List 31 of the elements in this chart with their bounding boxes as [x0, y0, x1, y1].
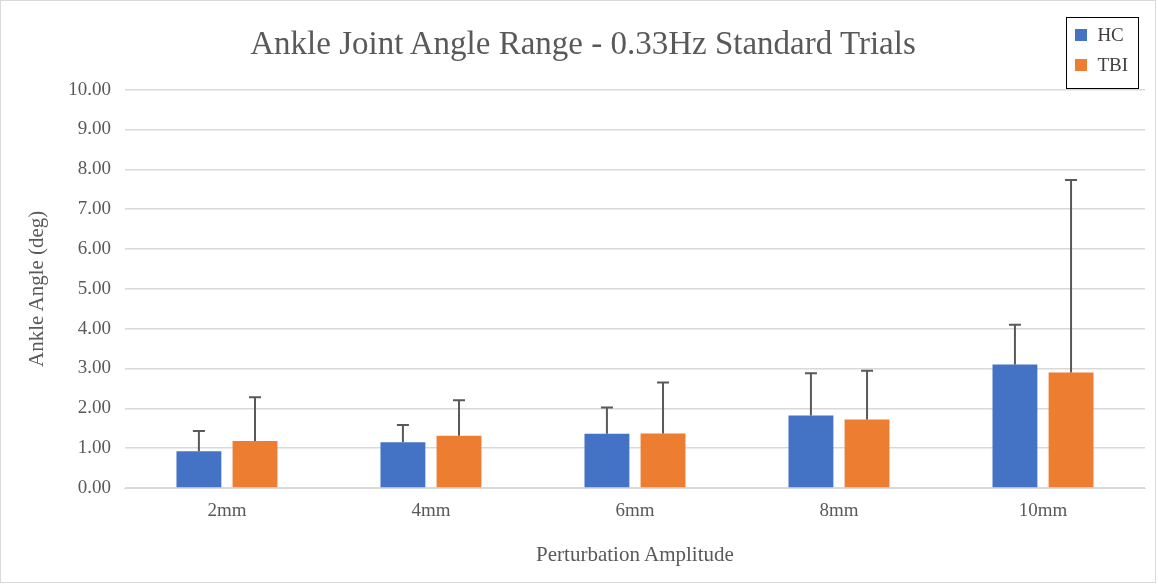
bar	[844, 419, 890, 488]
y-tick-label: 7.00	[77, 197, 111, 219]
y-tick-label: 1.00	[77, 436, 111, 458]
x-tick-label: 10mm	[1018, 499, 1068, 521]
y-tick-label: 10.00	[68, 77, 111, 99]
bar	[788, 415, 834, 488]
y-tick-label: 4.00	[77, 316, 111, 338]
y-tick-label: 9.00	[77, 117, 111, 139]
bar	[1048, 372, 1094, 488]
x-axis-title: Perturbation Amplitude	[536, 541, 734, 566]
x-tick-label: 8mm	[819, 499, 859, 521]
y-axis-title: Ankle Angle (deg)	[24, 210, 49, 367]
legend-label: TBI	[1097, 54, 1128, 76]
bar	[640, 433, 686, 488]
legend-label: HC	[1097, 24, 1124, 46]
bar	[380, 442, 426, 488]
y-tick-label: 3.00	[77, 356, 111, 378]
y-tick-label: 6.00	[77, 236, 111, 258]
x-tick-label: 2mm	[207, 499, 247, 521]
bar	[584, 433, 630, 488]
y-tick-label: 2.00	[77, 396, 111, 418]
chart-title: Ankle Joint Angle Range - 0.33Hz Standard Trials	[250, 25, 916, 62]
y-tick-label: 8.00	[77, 157, 111, 179]
x-tick-label: 4mm	[411, 499, 451, 521]
bar	[176, 451, 222, 488]
y-tick-label: 0.00	[77, 475, 111, 497]
x-tick-label: 6mm	[615, 499, 655, 521]
bar	[436, 435, 482, 488]
bar	[232, 440, 278, 488]
y-tick-label: 5.00	[77, 276, 111, 298]
bar	[992, 364, 1038, 488]
